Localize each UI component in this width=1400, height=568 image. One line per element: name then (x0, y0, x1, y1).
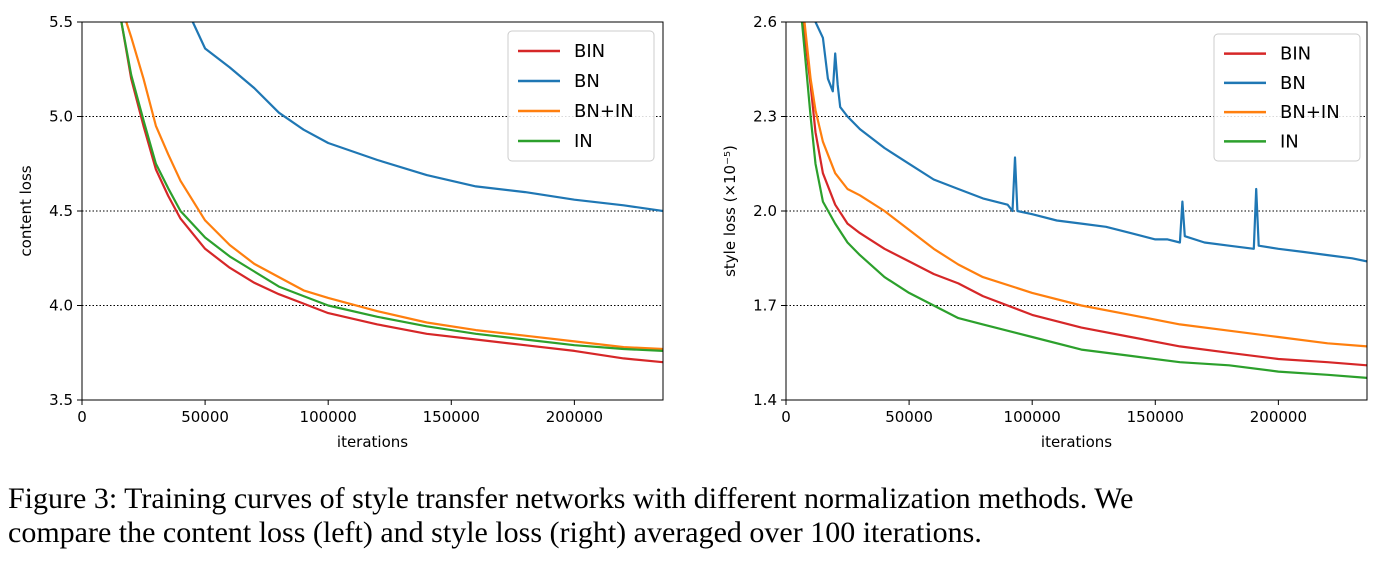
y-axis-label: content loss (17, 165, 35, 256)
x-tick-label: 50000 (885, 408, 933, 426)
legend-label: IN (1280, 131, 1299, 152)
x-tick-label: 50000 (181, 408, 229, 426)
y-tick-label: 3.5 (49, 391, 73, 409)
x-tick-label: 100000 (1004, 408, 1061, 426)
legend-label: BN+IN (1280, 102, 1340, 123)
x-tick-label: 150000 (423, 408, 480, 426)
content-loss-chart: 0 50000 100000 150000 200000 3.5 4.0 4.5 5.0 5.5 i… (17, 13, 664, 451)
legend-label: BIN (1280, 44, 1311, 65)
series-line-bin (802, 22, 1367, 367)
series-line-bn (191, 22, 663, 213)
legend: BIN BN BN+IN IN (1213, 33, 1361, 162)
figure-canvas: 0 50000 100000 150000 200000 3.5 4.0 4.5 5.0 5.5 i… (17, 13, 1368, 451)
series-line-bn (814, 22, 1367, 263)
legend-label: BIN (574, 41, 605, 62)
y-tick-label: 4.0 (49, 297, 73, 315)
legend-box (1213, 33, 1361, 162)
y-tick-label: 5.0 (49, 108, 73, 126)
legend-label: BN (574, 71, 600, 92)
legend-label: BN (1280, 73, 1306, 94)
y-axis-label: style loss (×10⁻⁵) (721, 145, 739, 277)
figure-caption: Figure 3: Training curves of style trans… (8, 482, 1392, 550)
y-tick-label: 2.0 (753, 202, 777, 220)
series-line-in (120, 22, 663, 352)
series-line-in (800, 22, 1367, 379)
y-tick-label: 1.7 (753, 297, 777, 315)
x-axis-label: iterations (337, 433, 408, 451)
style-loss-chart: 0 50000 100000 150000 200000 1.4 1.7 2.0 2.3 2.6 i… (721, 13, 1368, 451)
legend: BIN BN BN+IN IN (507, 30, 655, 162)
y-tick-label: 1.4 (753, 391, 777, 409)
series-line-bn-plus-in (125, 22, 663, 351)
caption-line-1: Figure 3: Training curves of style trans… (8, 482, 1134, 515)
series-line-bin (120, 22, 663, 364)
series-line-bn-plus-in (803, 22, 1367, 348)
y-tick-label: 4.5 (49, 202, 73, 220)
x-tick-label: 150000 (1127, 408, 1184, 426)
y-tick-label: 2.3 (753, 108, 777, 126)
x-axis-label: iterations (1041, 433, 1112, 451)
x-tick-label: 0 (781, 408, 791, 426)
legend-box (507, 30, 655, 162)
y-tick-label: 2.6 (753, 13, 777, 31)
caption-line-2: compare the content loss (left) and styl… (8, 516, 982, 549)
y-tick-label: 5.5 (49, 13, 73, 31)
legend-label: BN+IN (574, 101, 634, 122)
x-tick-label: 0 (77, 408, 87, 426)
x-tick-label: 100000 (300, 408, 357, 426)
x-tick-label: 200000 (546, 408, 603, 426)
legend-label: IN (574, 131, 593, 152)
x-tick-label: 200000 (1250, 408, 1307, 426)
